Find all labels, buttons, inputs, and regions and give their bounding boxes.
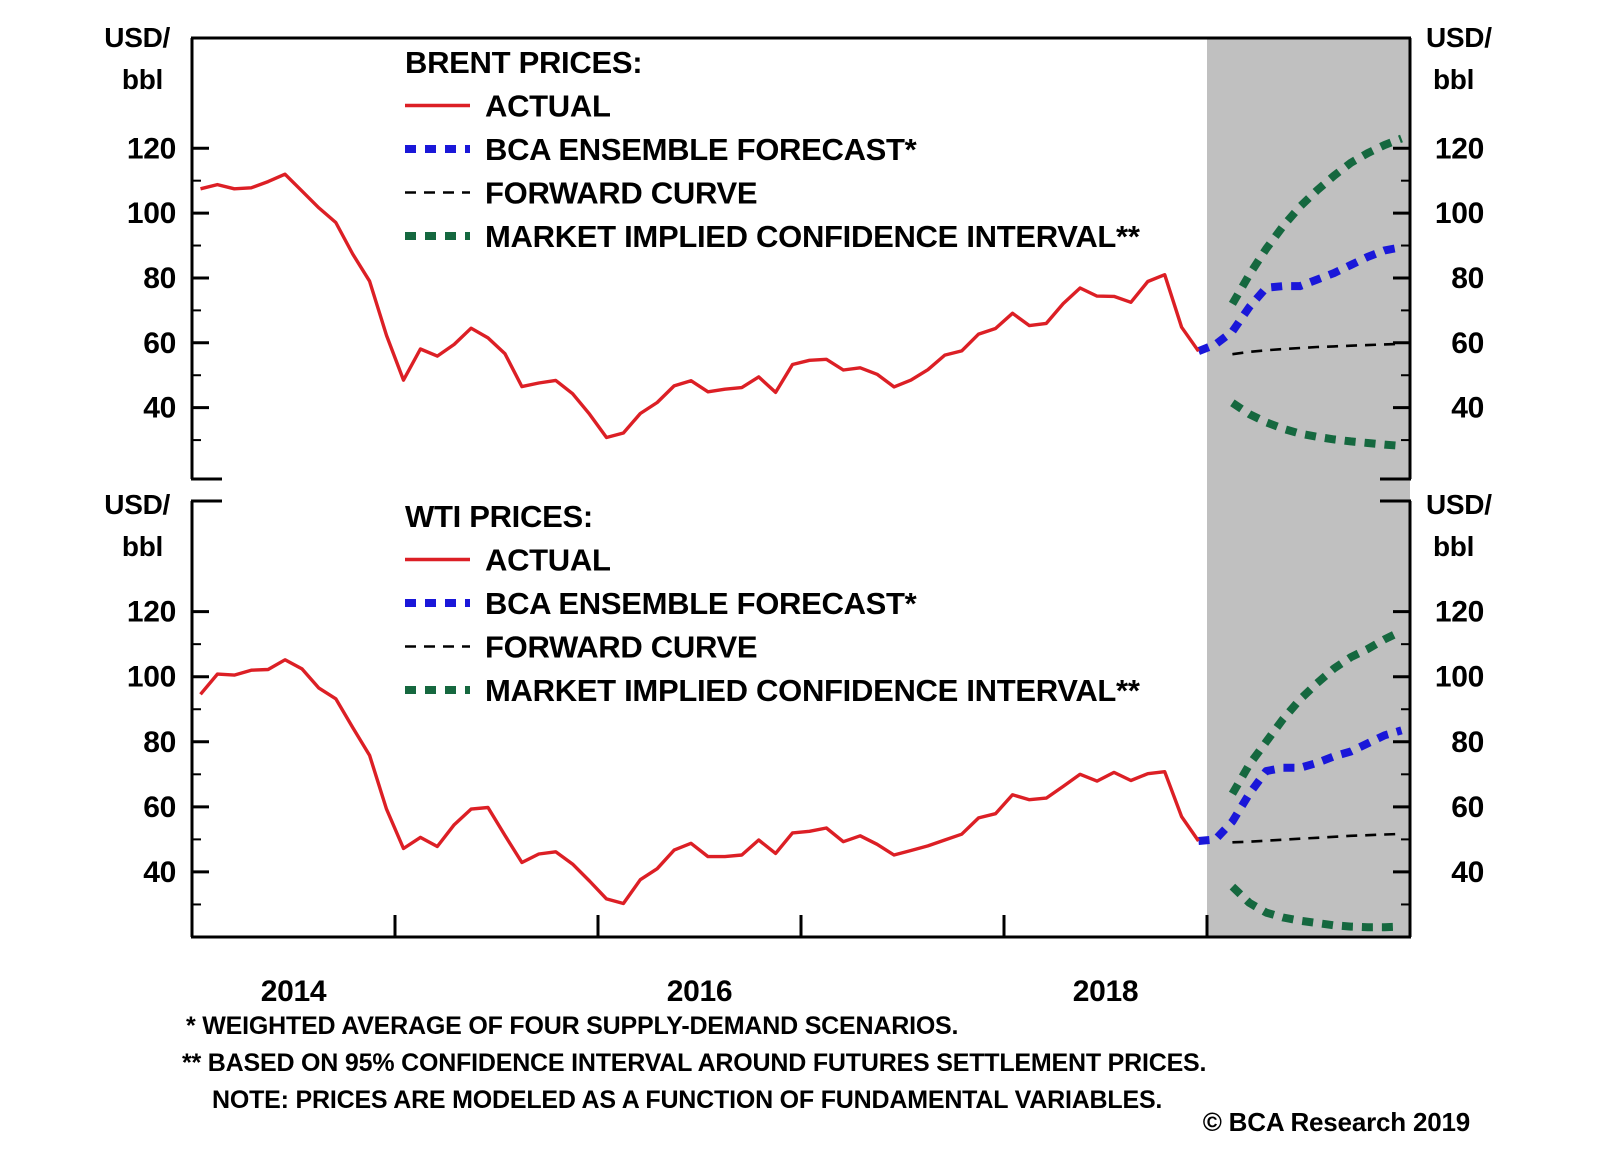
brent-legend-label-actual: ACTUAL xyxy=(485,89,611,124)
brent-ci_upper-line xyxy=(1228,134,1403,306)
wti-legend-label-ci_upper: MARKET IMPLIED CONFIDENCE INTERVAL** xyxy=(485,673,1141,708)
wti-ylabel-right-120: 120 xyxy=(1435,596,1484,629)
brent-ylabel-left-80: 80 xyxy=(143,262,176,295)
footnote-note: NOTE: PRICES ARE MODELED AS A FUNCTION O… xyxy=(212,1086,1163,1114)
wti-ylabel-left-40: 40 xyxy=(143,856,176,889)
wti-unit-right-1: USD/ xyxy=(1426,489,1492,520)
brent-ylabel-right-60: 60 xyxy=(1451,327,1484,360)
wti-ci_upper-line xyxy=(1228,627,1404,796)
brent-ylabel-left-40: 40 xyxy=(143,392,176,425)
xlabel-2018: 2018 xyxy=(1073,975,1139,1008)
brent-ci_lower-line xyxy=(1230,399,1402,450)
brent-unit-left-1: USD/ xyxy=(104,22,170,53)
footnote-confidence-interval: ** BASED ON 95% CONFIDENCE INTERVAL AROU… xyxy=(182,1049,1207,1077)
copyright: © BCA Research 2019 xyxy=(1202,1107,1471,1137)
wti-unit-left-2: bbl xyxy=(122,531,163,562)
wti-ylabel-left-100: 100 xyxy=(127,661,176,694)
brent-legend-label-ci_upper: MARKET IMPLIED CONFIDENCE INTERVAL** xyxy=(485,219,1141,254)
brent-unit-right-2: bbl xyxy=(1433,64,1474,95)
brent-ylabel-left-60: 60 xyxy=(143,327,176,360)
brent-unit-right-1: USD/ xyxy=(1426,22,1492,53)
wti-unit-right-2: bbl xyxy=(1433,531,1474,562)
brent-legend-label-forecast: BCA ENSEMBLE FORECAST* xyxy=(485,132,918,167)
wti-ylabel-right-60: 60 xyxy=(1451,791,1484,824)
brent-unit-left-2: bbl xyxy=(122,64,163,95)
brent-forecast-line xyxy=(1197,243,1403,355)
brent-ylabel-right-40: 40 xyxy=(1451,392,1484,425)
wti-ylabel-right-100: 100 xyxy=(1435,661,1484,694)
brent-legend-title: BRENT PRICES: xyxy=(405,45,642,80)
wti-legend-label-forecast: BCA ENSEMBLE FORECAST* xyxy=(485,586,918,621)
xlabel-2016: 2016 xyxy=(667,975,733,1008)
forecast-shading xyxy=(1207,38,1410,937)
brent-legend-label-forward: FORWARD CURVE xyxy=(485,176,757,211)
wti-unit-left-1: USD/ xyxy=(104,489,170,520)
wti-ylabel-right-80: 80 xyxy=(1451,726,1484,759)
brent-ylabel-left-100: 100 xyxy=(127,197,176,230)
footnote-weighted-average: * WEIGHTED AVERAGE OF FOUR SUPPLY-DEMAND… xyxy=(186,1012,959,1040)
wti-forward-line xyxy=(1232,832,1402,844)
wti-actual-line xyxy=(199,658,1200,906)
wti-forecast-line xyxy=(1198,726,1403,845)
brent-ylabel-right-120: 120 xyxy=(1435,132,1484,165)
xlabel-2014: 2014 xyxy=(261,975,327,1008)
brent-ylabel-right-100: 100 xyxy=(1435,197,1484,230)
wti-legend-label-forward: FORWARD CURVE xyxy=(485,630,757,665)
wti-legend-label-actual: ACTUAL xyxy=(485,543,611,578)
brent-ylabel-left-120: 120 xyxy=(127,132,176,165)
wti-ylabel-right-40: 40 xyxy=(1451,856,1484,889)
wti-ylabel-left-80: 80 xyxy=(143,726,176,759)
brent-ylabel-right-80: 80 xyxy=(1451,262,1484,295)
brent-forward-line xyxy=(1232,342,1402,356)
wti-ylabel-left-120: 120 xyxy=(127,596,176,629)
wti-legend-title: WTI PRICES: xyxy=(405,499,593,534)
brent-actual-line xyxy=(200,172,1200,440)
wti-ylabel-left-60: 60 xyxy=(143,791,176,824)
